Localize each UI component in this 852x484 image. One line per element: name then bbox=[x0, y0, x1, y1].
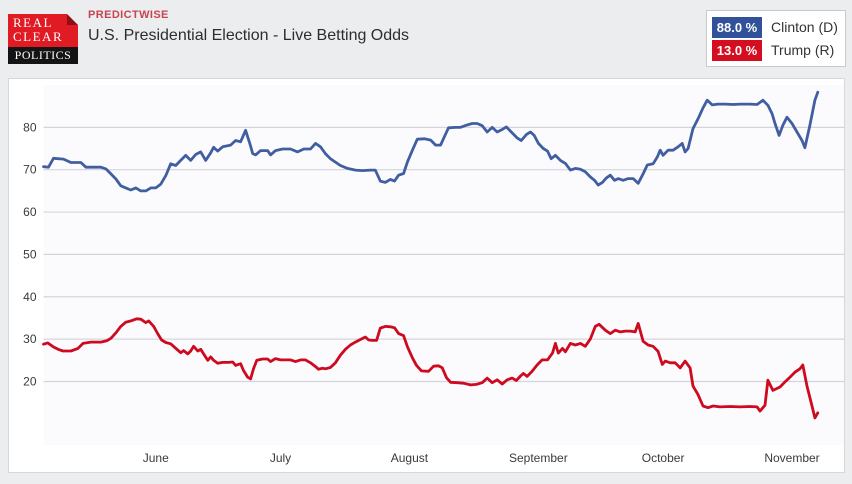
plot-background bbox=[43, 85, 844, 445]
legend: 88.0 % Clinton (D) 13.0 % Trump (R) bbox=[706, 10, 846, 67]
rcp-logo-line3: POLITICS bbox=[8, 47, 78, 64]
y-tick-label: 50 bbox=[23, 247, 37, 261]
page-title: U.S. Presidential Election - Live Bettin… bbox=[88, 27, 410, 44]
x-tick-label: September bbox=[509, 451, 568, 465]
clinton-label: Clinton (D) bbox=[771, 19, 838, 35]
y-tick-label: 30 bbox=[23, 332, 37, 346]
legend-row-trump: 13.0 % Trump (R) bbox=[712, 39, 845, 61]
series-lines bbox=[42, 90, 820, 420]
trump-value-badge: 13.0 % bbox=[712, 39, 762, 61]
y-tick-label: 20 bbox=[23, 374, 37, 388]
x-tick-label: August bbox=[391, 451, 429, 465]
clinton-value-badge: 88.0 % bbox=[712, 16, 762, 38]
source-label: PREDICTWISE bbox=[88, 9, 169, 21]
x-tick-label: November bbox=[764, 451, 819, 465]
x-tick-label: July bbox=[270, 451, 291, 465]
chart-card: 20 30 40 50 60 70 80 June July August September Oc… bbox=[8, 78, 845, 473]
rcp-logo-line2: CLEAR bbox=[13, 29, 64, 44]
rcp-logo-red-block: REAL CLEAR bbox=[8, 14, 78, 47]
x-tick-label: October bbox=[642, 451, 685, 465]
trump-label: Trump (R) bbox=[771, 42, 835, 58]
rcp-logo-line1: REAL bbox=[13, 15, 53, 30]
y-tick-label: 40 bbox=[23, 290, 37, 304]
rcp-logo-corner-fold bbox=[67, 14, 78, 25]
line-trump bbox=[42, 317, 820, 420]
x-tick-label: June bbox=[143, 451, 169, 465]
rcp-logo[interactable]: REAL CLEAR POLITICS bbox=[8, 14, 78, 64]
y-tick-label: 80 bbox=[23, 120, 37, 134]
y-tick-label: 70 bbox=[23, 163, 37, 177]
x-axis-labels: June July August September October November bbox=[143, 451, 820, 465]
gridlines bbox=[43, 126, 844, 383]
y-tick-label: 60 bbox=[23, 205, 37, 219]
plot-area bbox=[43, 85, 844, 445]
chart-svg: 20 30 40 50 60 70 80 June July August September Oc… bbox=[23, 85, 844, 465]
y-axis-labels: 20 30 40 50 60 70 80 bbox=[23, 120, 37, 388]
line-clinton bbox=[42, 90, 820, 193]
legend-row-clinton: 88.0 % Clinton (D) bbox=[712, 16, 845, 38]
